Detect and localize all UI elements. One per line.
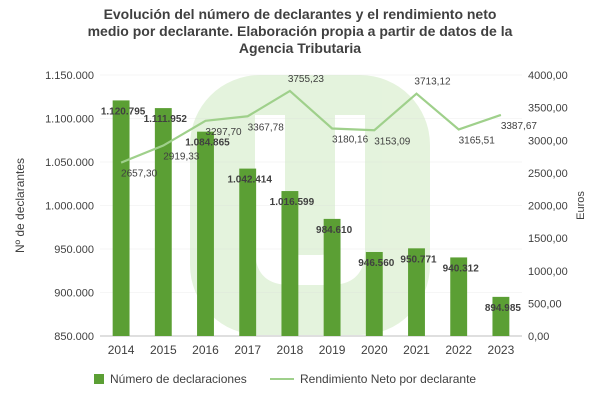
x-tick-label: 2021 (403, 343, 430, 357)
x-tick-label: 2014 (108, 343, 135, 357)
x-tick-label: 2017 (234, 343, 261, 357)
line-data-label: 2657,30 (121, 169, 158, 180)
x-tick-label: 2020 (361, 343, 388, 357)
bar-2023 (492, 296, 510, 336)
bar-2021 (408, 248, 425, 336)
x-tick-label: 2019 (319, 343, 346, 357)
line-data-label: 3153,09 (374, 136, 411, 147)
y-right-tick-label: 1000,00 (528, 266, 568, 278)
bar-2017 (239, 168, 257, 336)
x-tick-label: 2022 (445, 343, 472, 357)
y-right-tick-label: 500,00 (528, 298, 562, 310)
line-data-label: 3713,12 (414, 77, 451, 88)
x-tick-label: 2015 (150, 343, 177, 357)
line-data-label: 3387,67 (501, 121, 538, 132)
bar-data-label: 1.120.795 (101, 106, 146, 117)
x-tick-label: 2018 (277, 343, 304, 357)
legend: Número de declaraciones Rendimiento Neto… (0, 372, 600, 392)
y-right-tick-label: 2500,00 (528, 168, 568, 180)
y-left-tick-label: 950.000 (54, 244, 94, 256)
bar-2019 (323, 218, 341, 336)
y-left-tick-label: 1.050.000 (45, 157, 94, 169)
y-left-tick-label: 850.000 (54, 331, 94, 343)
bar-data-label: 1.084.865 (185, 138, 230, 149)
bar-2015 (154, 108, 172, 336)
bar-data-label: 1.016.599 (270, 197, 315, 208)
y-left-tick-label: 900.000 (54, 288, 94, 300)
bar-2022 (450, 257, 468, 336)
bar-data-label: 946.560 (358, 258, 395, 269)
y-right-tick-label: 2000,00 (528, 201, 568, 213)
bar-data-label: 950.771 (400, 254, 437, 265)
line-data-label: 3297,70 (205, 127, 242, 138)
y-left-tick-label: 1.100.000 (45, 114, 94, 126)
y-left-tick-label: 1.000.000 (45, 201, 94, 213)
bar-2020 (365, 251, 383, 336)
y-right-tick-label: 1500,00 (528, 233, 568, 245)
legend-swatch-line (270, 378, 294, 380)
y-right-tick-label: 4000,00 (528, 70, 568, 82)
line-data-label: 3165,51 (459, 135, 496, 146)
legend-swatch-bars (94, 374, 104, 384)
line-data-label: 3180,16 (332, 134, 369, 145)
legend-label-line: Rendimiento Neto por declarante (300, 372, 477, 386)
bar-data-label: 894.985 (485, 303, 522, 314)
x-tick-label: 2016 (192, 343, 219, 357)
y-right-tick-label: 3000,00 (528, 135, 568, 147)
line-series-rendimiento (120, 89, 502, 164)
chart-title: Evolución del número de declarantes y el… (0, 6, 600, 57)
y-left-axis-title: Nº de declarantes (13, 158, 27, 253)
bar-data-label: 940.312 (443, 263, 480, 274)
y-right-axis-title: Euros (575, 191, 587, 220)
line-data-label: 3367,78 (248, 122, 285, 133)
bar-data-label: 1.042.414 (227, 175, 272, 186)
bar-2014 (112, 100, 130, 336)
chart-title-line-1: Evolución del número de declarantes y el… (103, 6, 497, 22)
chart-title-line-2: medio por declarante. Elaboración propia… (87, 23, 513, 39)
x-tick-label: 2023 (488, 343, 515, 357)
bar-2018 (281, 191, 299, 336)
bar-data-label: 1.111.952 (144, 114, 188, 125)
y-right-tick-label: 0,00 (528, 331, 549, 343)
line-data-label: 2919,33 (163, 152, 200, 163)
bar-2016 (197, 131, 214, 336)
line-data-label: 3755,23 (288, 74, 325, 85)
bar-data-label: 984.610 (316, 225, 353, 236)
legend-item-line: Rendimiento Neto por declarante (270, 372, 476, 386)
y-right-tick-label: 3500,00 (528, 103, 568, 115)
legend-item-bars: Número de declaraciones (94, 372, 247, 386)
y-left-tick-label: 1.150.000 (45, 70, 94, 82)
chart-title-line-3: Agencia Tributaria (238, 40, 362, 56)
legend-label-bars: Número de declaraciones (110, 372, 247, 386)
